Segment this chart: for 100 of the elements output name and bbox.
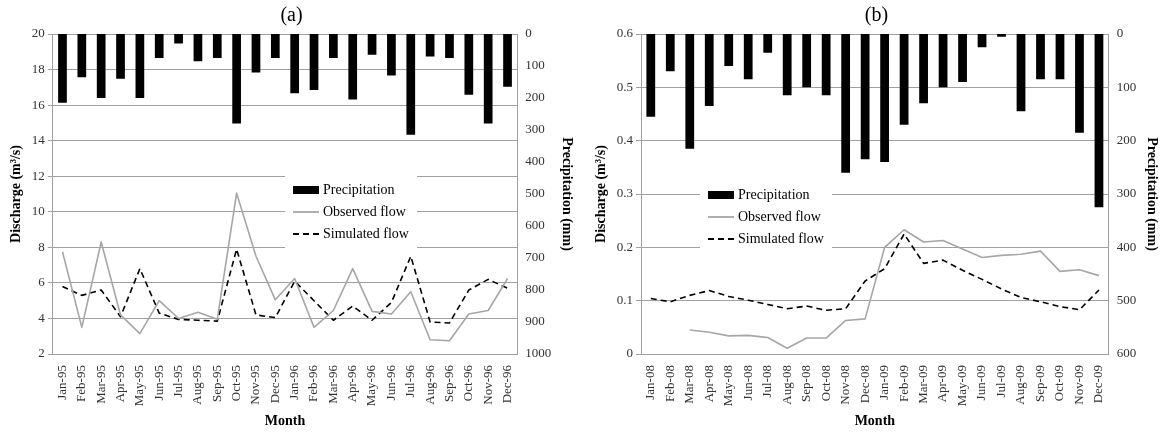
bar [503,34,512,87]
bar [193,34,203,62]
bar [685,34,695,149]
y-axis-title: Discharge (m³/s) [593,144,610,243]
x-tick-label: Apr-09 [934,365,950,403]
bar [958,34,967,83]
y2-tick-label: 600 [525,217,545,233]
bar [116,34,125,79]
legend-label: Simulated flow [323,226,409,242]
x-tick-label: Sep-08 [798,365,814,402]
y-tick-label: 8 [38,238,45,254]
legend-label: Simulated flow [738,231,824,247]
x-tick-label: Aug-09 [1012,365,1028,405]
x-tick-label: Apr-08 [700,365,716,403]
x-tick-label: Mar-08 [681,365,697,404]
x-tick-label: Feb-09 [895,365,911,402]
bar [763,34,773,53]
line-series [649,233,1100,312]
y-tick-label: 18 [31,60,45,76]
x-tick-label: Jan-96 [286,364,302,400]
x-tick-label: Jun-95 [150,365,166,401]
y-axis-title: Discharge (m³/s) [8,144,25,243]
x-tick-label: Oct-08 [817,365,833,402]
bar [743,34,753,80]
x-tick-label: Sep-95 [208,365,224,402]
bar [1094,34,1104,208]
x-tick-label: Dec-95 [266,365,282,404]
y2-tick-label: 800 [525,281,545,297]
bar [841,34,851,173]
y2-tick-label: 100 [1116,78,1137,94]
bar [938,34,948,88]
x-tick-label: Jun-96 [382,364,398,401]
y-tick-label: 2 [38,345,45,361]
line-series [61,248,509,324]
y2-tick-label: 700 [525,249,545,265]
x-tick-label: Jan-95 [53,365,69,400]
y2-tick-label: 500 [1116,292,1137,308]
x-tick-label: Aug-96 [421,364,437,405]
y-tick-label: 0.3 [616,185,634,201]
y2-tick-label: 200 [525,89,545,105]
bar [290,34,300,94]
bar [483,34,493,124]
x-tick-label: Feb-96 [305,364,321,402]
bar [367,34,377,55]
x-tick-label: Sep-09 [1031,365,1047,402]
bar [174,34,183,44]
y2-axis-title: Precipitation (mm) [558,137,575,252]
x-tick-label: Nov-95 [247,365,263,405]
x-tick-label: Feb-08 [661,365,677,402]
bar [802,34,812,88]
x-tick-label: Mar-09 [915,365,931,404]
bar [860,34,870,160]
bar [329,34,338,58]
x-tick-label: Mar-95 [92,365,108,404]
y-tick-label: 0.1 [616,292,634,308]
x-tick-label: Nov-09 [1070,365,1086,405]
bar [425,34,435,57]
bar [270,34,280,58]
y2-tick-label: 400 [1116,238,1137,254]
y2-tick-label: 300 [1116,185,1137,201]
bar [77,34,87,78]
x-tick-label: Jul-95 [170,365,185,398]
bar [704,34,714,107]
y2-axis-title: Precipitation (mm) [1143,137,1160,252]
bar [1075,34,1084,133]
bar [135,34,145,99]
y-tick-label: 12 [31,167,45,183]
bar [1036,34,1045,80]
x-tick-label: Aug-08 [778,365,794,405]
x-tick-label: Dec-08 [856,365,872,404]
x-tick-label: Dec-09 [1090,365,1106,404]
bar [445,34,454,58]
x-tick-label: Apr-95 [111,365,127,403]
bar [58,34,67,103]
x-tick-label: Dec-96 [498,364,514,404]
bar [464,34,474,95]
x-tick-label: Jul-96 [402,364,418,398]
y2-tick-label: 0 [525,25,532,41]
y2-tick-label: 1000 [525,345,552,361]
y2-tick-label: 500 [525,185,545,201]
y2-tick-label: 400 [525,153,545,169]
x-tick-label: Jul-09 [992,365,1008,398]
bar [880,34,889,163]
bar [724,34,734,66]
x-tick-label: Feb-95 [73,365,89,402]
y-tick-label: 10 [31,203,45,219]
y-tick-label: 0 [626,345,634,361]
x-tick-label: Oct-96 [460,364,476,402]
bar [665,34,675,72]
y2-tick-label: 900 [525,313,545,329]
legend-label: Observed flow [323,204,406,220]
x-tick-label: Jun-09 [973,365,989,401]
x-tick-label: May-96 [363,364,379,407]
bar [646,34,656,117]
x-tick-label: Nov-08 [837,365,853,405]
y-tick-label: 20 [31,25,45,41]
bar [406,34,416,135]
bar [387,34,396,76]
bar [96,34,106,99]
x-tick-label: Sep-96 [440,364,456,402]
